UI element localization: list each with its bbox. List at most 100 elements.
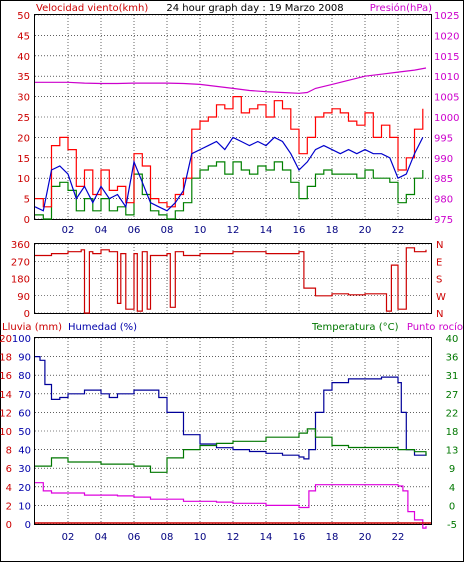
wind-y-tick-label: 30 — [17, 93, 30, 104]
x-tick-label-top: 20 — [359, 225, 372, 236]
temperature-y-tick-label: 0 — [449, 501, 455, 512]
rain-y-tick-label: 18 — [0, 353, 12, 364]
rain-y-tick-label: 10 — [0, 427, 12, 438]
wind-average-series — [34, 136, 424, 212]
wind-y-tick-label: 15 — [17, 154, 30, 165]
compass-label: S — [436, 275, 442, 286]
x-tick-label-bottom: 18 — [326, 532, 339, 543]
wind-green-series — [35, 161, 424, 220]
humidity-y-tick-label: 90 — [18, 353, 31, 364]
wind-y-tick-label: 20 — [17, 133, 30, 144]
x-tick-label-top: 12 — [227, 225, 240, 236]
series-layer — [34, 67, 431, 529]
humidity-y-tick-label: 100 — [12, 334, 31, 345]
panel1-frame — [34, 14, 432, 220]
humidity-y-tick-label: 20 — [18, 483, 31, 494]
pressure-series — [35, 67, 427, 94]
humidity-y-tick-label: 30 — [18, 464, 31, 475]
dewpoint-series — [35, 482, 427, 529]
pressure-label: Presión(hPa) — [370, 2, 432, 14]
temperature-y-tick-label: 36 — [446, 353, 459, 364]
x-tick-label-top: 10 — [194, 225, 207, 236]
humidity-y-tick-label: 0 — [25, 520, 31, 531]
direction-y-tick-label: 0 — [24, 309, 30, 320]
x-tick-label-top: 14 — [260, 225, 273, 236]
rain-y-tick-label: 20 — [0, 334, 12, 345]
humidity-series — [35, 356, 427, 460]
wind-label: Velocidad viento(kmh) — [36, 3, 148, 14]
x-tick-label-top: 22 — [392, 225, 405, 236]
graph-title: 24 hour graph day : 19 Marzo 2008 — [166, 3, 343, 14]
wind-y-tick-label: 35 — [17, 72, 30, 83]
rain-y-tick-label: 4 — [6, 483, 12, 494]
x-tick-label-bottom: 10 — [194, 532, 207, 543]
x-tick-label-top: 02 — [62, 225, 75, 236]
temperature-y-tick-label: 4 — [449, 483, 455, 494]
wind-y-tick-label: 45 — [17, 31, 30, 42]
x-tick-label-top: 16 — [293, 225, 306, 236]
direction-y-tick-label: 180 — [11, 275, 30, 286]
rain-y-tick-label: 14 — [0, 390, 12, 401]
rain-y-tick-label: 0 — [6, 520, 12, 531]
x-tick-label-bottom: 04 — [95, 532, 108, 543]
compass-label: N — [436, 309, 443, 320]
x-tick-label-bottom: 06 — [128, 532, 141, 543]
wind-y-tick-label: 5 — [24, 195, 30, 206]
pressure-y-tick-label: 1025 — [434, 11, 459, 22]
humidity-label: Humedad (%) — [68, 322, 137, 333]
pressure-y-tick-label: 1010 — [434, 72, 459, 83]
wind-y-tick-label: 10 — [17, 174, 30, 185]
humidity-y-tick-label: 60 — [18, 408, 31, 419]
compass-label: N — [436, 240, 443, 251]
rain-y-tick-label: 12 — [0, 408, 12, 419]
wind-direction-series — [35, 247, 427, 314]
wind-y-tick-label: 50 — [17, 11, 30, 22]
x-tick-label-bottom: 20 — [359, 532, 372, 543]
temperature-y-tick-label: 18 — [446, 427, 459, 438]
rain-y-tick-label: 2 — [6, 501, 12, 512]
x-tick-label-bottom: 16 — [293, 532, 306, 543]
temperature-label: Temperatura (°C) — [311, 322, 399, 333]
pressure-y-tick-label: 975 — [434, 215, 453, 226]
wind-gust-series — [35, 96, 424, 208]
compass-label: E — [436, 257, 442, 268]
rain-y-tick-label: 8 — [6, 446, 12, 457]
rain-y-tick-label: 6 — [6, 464, 12, 475]
humidity-y-tick-label: 80 — [18, 371, 31, 382]
pressure-y-tick-label: 1000 — [434, 113, 459, 124]
x-tick-label-top: 18 — [326, 225, 339, 236]
temperature-y-tick-label: -5 — [447, 520, 457, 531]
pressure-y-tick-label: 1015 — [434, 52, 459, 63]
pressure-y-tick-label: 995 — [434, 133, 453, 144]
x-tick-label-bottom: 08 — [161, 532, 174, 543]
temperature-y-tick-label: 27 — [446, 390, 459, 401]
temperature-y-tick-label: 22 — [446, 408, 459, 419]
humidity-y-tick-label: 40 — [18, 446, 31, 457]
direction-y-tick-label: 90 — [17, 292, 30, 303]
x-tick-label-top: 04 — [95, 225, 108, 236]
pressure-y-tick-label: 990 — [434, 154, 453, 165]
x-tick-label-top: 06 — [128, 225, 141, 236]
wind-y-tick-label: 40 — [17, 52, 30, 63]
pressure-y-tick-label: 985 — [434, 174, 453, 185]
x-tick-label-bottom: 22 — [392, 532, 405, 543]
rain-y-tick-label: 16 — [0, 371, 12, 382]
panel3-frame — [34, 337, 432, 525]
wind-y-tick-label: 0 — [24, 215, 30, 226]
direction-y-tick-label: 360 — [11, 240, 30, 251]
compass-label: W — [436, 292, 446, 303]
x-tick-label-top: 08 — [161, 225, 174, 236]
rain-label: Lluvia (mm) — [2, 322, 62, 333]
pressure-y-tick-label: 1005 — [434, 93, 459, 104]
direction-y-tick-label: 270 — [11, 257, 30, 268]
temperature-y-tick-label: 40 — [446, 334, 459, 345]
pressure-y-tick-label: 1020 — [434, 31, 459, 42]
humidity-y-tick-label: 50 — [18, 427, 31, 438]
humidity-y-tick-label: 10 — [18, 501, 31, 512]
temperature-y-tick-label: 31 — [446, 371, 459, 382]
panel2-frame — [34, 243, 432, 314]
temperature-y-tick-label: 13 — [446, 446, 459, 457]
